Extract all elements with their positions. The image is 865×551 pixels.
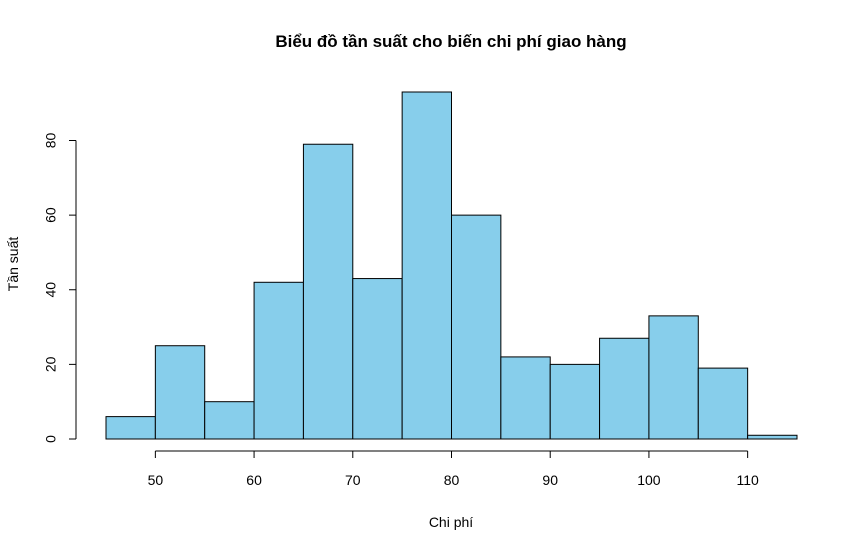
y-tick-label: 80 [43,133,59,149]
histogram-bar [599,337,650,440]
histogram-bar [451,214,502,440]
x-tick-label: 110 [736,472,759,488]
x-tick-label: 90 [542,472,558,488]
histogram-bar [253,281,304,440]
histogram-bar [352,278,403,440]
bars-group [105,91,798,440]
y-axis-label: Tần suất [5,237,21,292]
histogram-bar [549,363,601,440]
chart-title: Biểu đồ tần suất cho biến chi phí giao h… [275,32,626,51]
histogram-bar [747,434,798,440]
x-axis: 50 60 70 80 90 100 110 [148,450,759,488]
x-tick-label: 100 [637,472,661,488]
histogram-bar [401,91,452,440]
histogram-bar [697,367,749,440]
histogram-bar [105,416,156,440]
histogram-bar [154,345,206,440]
y-tick-label: 20 [43,356,59,372]
y-tick-label: 40 [43,282,59,298]
histogram-bar [648,315,699,440]
histogram-bar [500,356,551,440]
x-axis-label: Chi phí [429,514,473,530]
y-axis: 0 20 40 60 80 [43,133,77,443]
y-tick-label: 0 [43,435,59,443]
x-tick-label: 80 [444,472,460,488]
y-tick-label: 60 [43,207,59,223]
x-tick-label: 50 [148,472,164,488]
histogram-bar [204,401,255,440]
x-tick-label: 60 [246,472,262,488]
histogram-bar [302,143,354,440]
x-tick-label: 70 [345,472,361,488]
